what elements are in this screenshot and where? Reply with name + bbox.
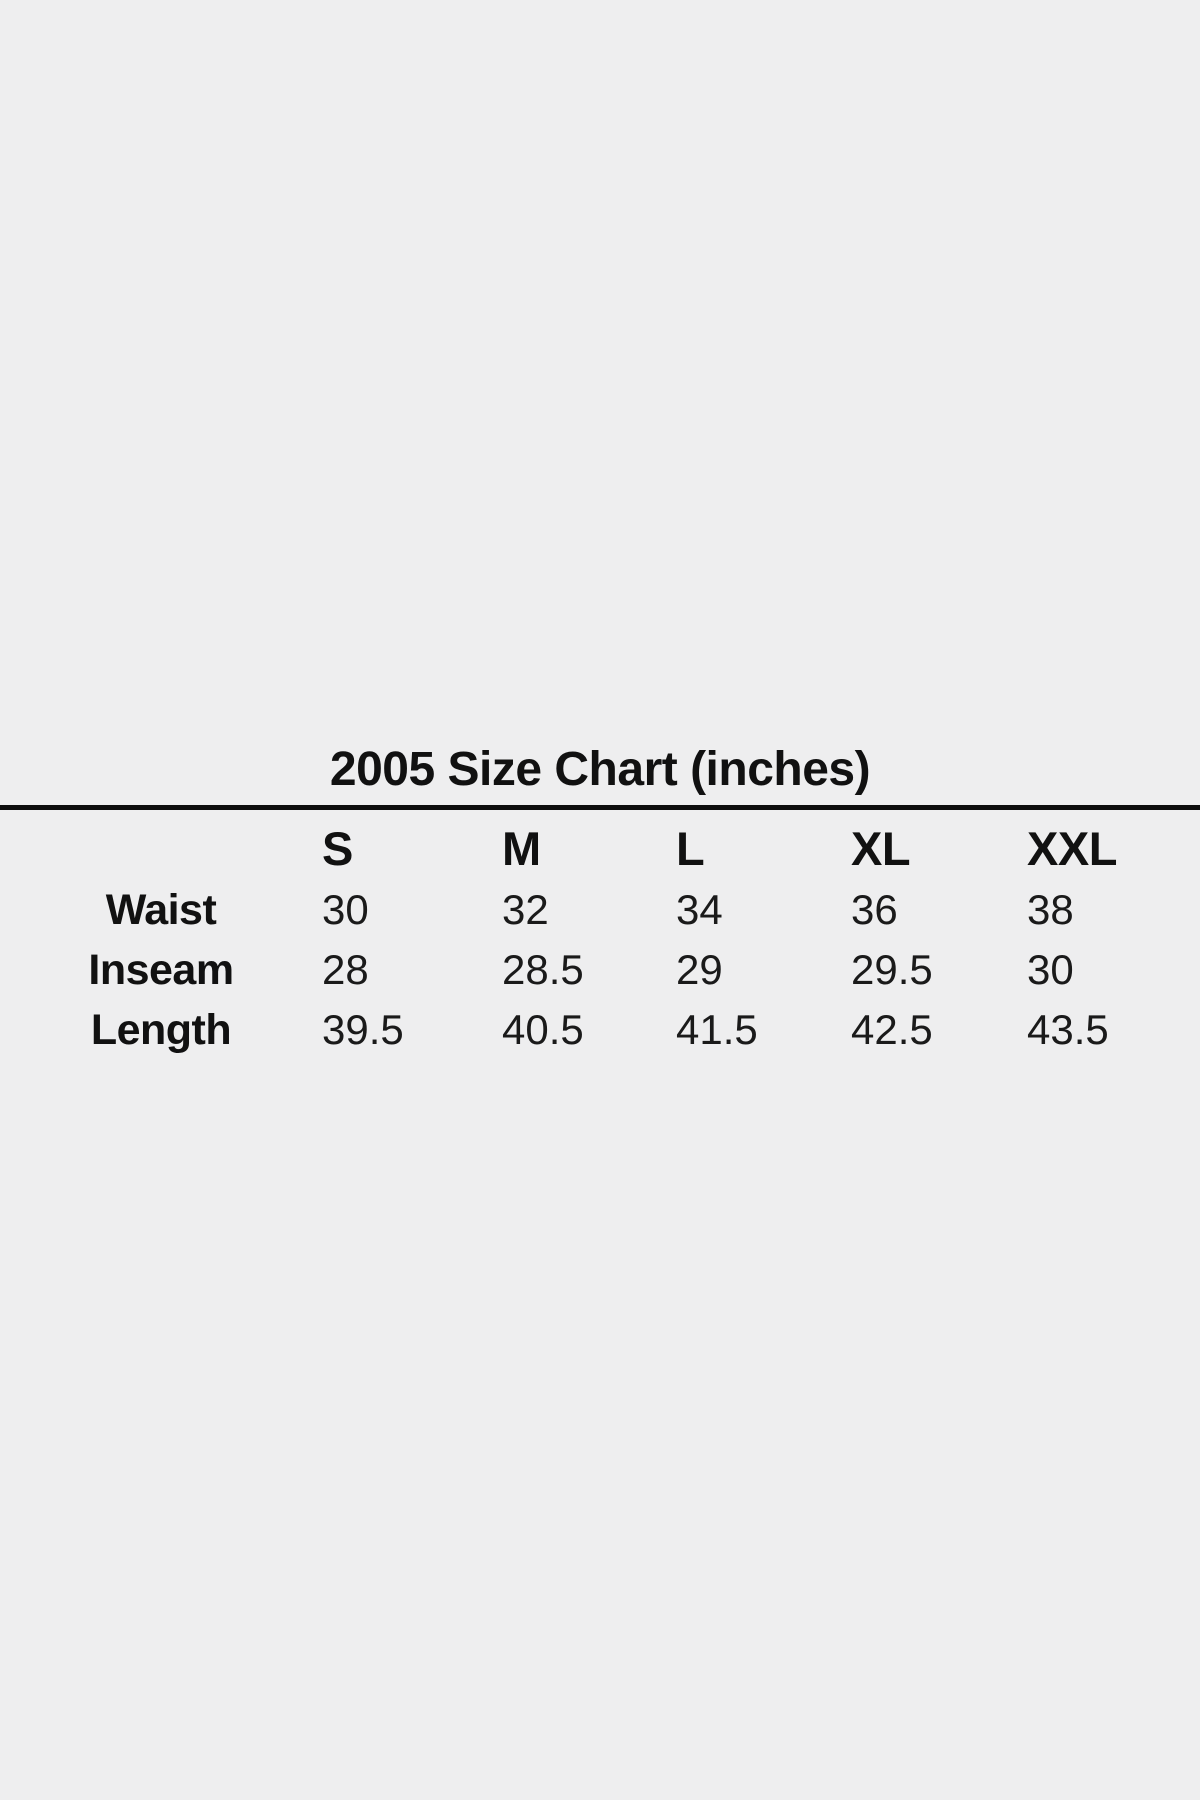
table-row-waist: Waist 30 32 34 36 38 (0, 880, 1200, 940)
size-chart-table: S M L XL XXL Waist 30 32 34 36 38 Inseam… (0, 816, 1200, 1060)
row-label-length: Length (90, 1005, 232, 1054)
size-column-header-xxl: XXL (1027, 821, 1117, 875)
length-value-xxl: 43.5 (1027, 1006, 1109, 1053)
waist-value-m: 32 (502, 886, 549, 933)
size-column-header-l: L (676, 821, 705, 875)
size-column-header-m: M (502, 821, 541, 875)
waist-value-xxl: 38 (1027, 886, 1074, 933)
inseam-value-s: 28 (322, 946, 369, 993)
length-value-m: 40.5 (502, 1006, 584, 1053)
size-chart-title: 2005 Size Chart (inches) (329, 743, 871, 796)
size-column-header-xl: XL (851, 821, 911, 875)
length-value-l: 41.5 (676, 1006, 758, 1053)
empty-corner-cell (0, 816, 322, 880)
inseam-value-l: 29 (676, 946, 723, 993)
inseam-value-xxl: 30 (1027, 946, 1074, 993)
inseam-value-xl: 29.5 (851, 946, 933, 993)
waist-value-xl: 36 (851, 886, 898, 933)
inseam-value-m: 28.5 (502, 946, 584, 993)
size-column-header-s: S (322, 821, 353, 875)
size-header-row: S M L XL XXL (0, 816, 1200, 880)
length-value-s: 39.5 (322, 1006, 404, 1053)
length-value-xl: 42.5 (851, 1006, 933, 1053)
table-row-length: Length 39.5 40.5 41.5 42.5 43.5 (0, 1000, 1200, 1060)
table-row-inseam: Inseam 28 28.5 29 29.5 30 (0, 940, 1200, 1000)
row-label-inseam: Inseam (88, 945, 234, 994)
row-label-waist: Waist (105, 885, 217, 934)
title-divider-rule (0, 805, 1200, 810)
waist-value-l: 34 (676, 886, 723, 933)
waist-value-s: 30 (322, 886, 369, 933)
